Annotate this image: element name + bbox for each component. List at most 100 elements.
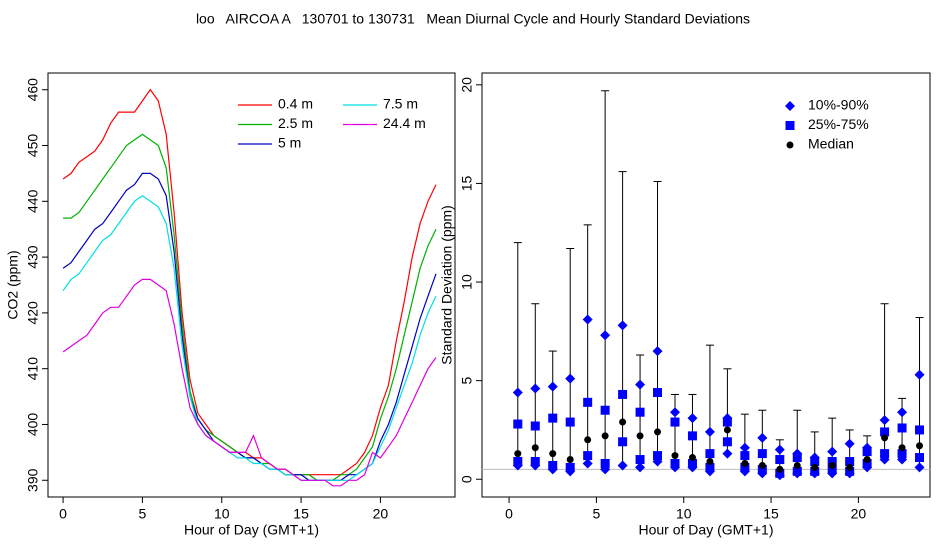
square-marker xyxy=(827,457,837,467)
square-marker xyxy=(880,449,890,459)
diamond-marker xyxy=(512,387,523,398)
square-marker xyxy=(618,389,628,399)
square-marker xyxy=(792,453,802,463)
square-marker xyxy=(862,447,872,457)
square-marker xyxy=(600,458,610,468)
diamond-marker xyxy=(879,415,890,426)
x-tick-label: 5 xyxy=(593,506,601,522)
x-tick-label: 15 xyxy=(763,506,779,522)
circle-marker xyxy=(654,428,662,436)
circle-marker xyxy=(636,432,644,440)
square-marker xyxy=(722,417,732,427)
square-marker xyxy=(513,419,523,429)
square-marker xyxy=(530,421,540,431)
y-tick-label: 420 xyxy=(25,301,41,325)
square-marker xyxy=(513,457,523,467)
square-marker xyxy=(775,468,785,478)
square-marker xyxy=(810,466,820,476)
circle-marker xyxy=(793,461,801,469)
circle-marker xyxy=(688,454,696,462)
circle-marker xyxy=(881,434,889,442)
y-tick-label: 5 xyxy=(459,377,475,385)
circle-marker xyxy=(601,432,609,440)
circle-marker xyxy=(916,442,924,450)
series-line xyxy=(62,194,437,481)
diamond-marker xyxy=(565,373,576,384)
circle-marker xyxy=(758,461,766,469)
diamond-marker xyxy=(617,320,628,331)
legend-label: 2.5 m xyxy=(278,115,313,131)
plot-box xyxy=(481,72,931,498)
diamond-marker xyxy=(722,448,733,459)
circle-marker xyxy=(706,458,714,466)
x-axis-label: Hour of Day (GMT+1) xyxy=(184,522,319,538)
circle-marker xyxy=(811,463,819,471)
y-tick-label: 20 xyxy=(459,77,475,93)
square-marker xyxy=(635,455,645,465)
circle-marker xyxy=(723,426,731,434)
square-marker xyxy=(722,437,732,447)
x-tick-label: 15 xyxy=(293,506,309,522)
diamond-marker xyxy=(669,407,680,418)
y-tick-label: 400 xyxy=(25,413,41,437)
circle-marker xyxy=(531,444,539,452)
diamond-marker xyxy=(582,458,593,469)
legend-marker xyxy=(785,101,795,111)
square-marker xyxy=(827,464,837,474)
legend-marker xyxy=(785,121,795,130)
x-tick-label: 0 xyxy=(505,506,513,522)
circle-marker xyxy=(566,456,574,464)
square-marker xyxy=(915,453,925,463)
circle-marker xyxy=(549,450,557,458)
square-marker xyxy=(880,427,890,437)
y-tick-label: 450 xyxy=(25,134,41,158)
legend-label: 25%-75% xyxy=(808,116,869,132)
square-marker xyxy=(757,464,767,474)
square-marker xyxy=(583,397,593,407)
circle-marker xyxy=(863,456,871,464)
square-marker xyxy=(757,449,767,459)
square-marker xyxy=(705,449,715,459)
diamond-marker xyxy=(582,314,593,325)
diamond-marker xyxy=(652,346,663,357)
y-axis-label: CO2 (ppm) xyxy=(5,250,21,319)
diamond-marker xyxy=(547,381,558,392)
square-marker xyxy=(635,407,645,417)
x-tick-label: 0 xyxy=(59,506,67,522)
circle-marker xyxy=(514,450,522,458)
y-tick-label: 15 xyxy=(459,175,475,191)
legend-label: 5 m xyxy=(278,135,301,151)
y-tick-label: 460 xyxy=(25,78,41,102)
square-marker xyxy=(565,417,575,427)
diamond-marker xyxy=(600,330,611,341)
square-marker xyxy=(687,431,697,441)
y-tick-label: 440 xyxy=(25,189,41,213)
square-marker xyxy=(530,457,540,467)
x-tick-label: 10 xyxy=(214,506,230,522)
diamond-marker xyxy=(914,462,925,473)
x-tick-label: 20 xyxy=(851,506,867,522)
x-tick-label: 10 xyxy=(676,506,692,522)
square-marker xyxy=(583,451,593,461)
square-marker xyxy=(740,451,750,461)
circle-marker xyxy=(828,461,836,469)
square-marker xyxy=(548,413,558,423)
diamond-marker xyxy=(827,446,838,457)
circle-marker xyxy=(776,465,784,473)
legend-label: Median xyxy=(808,136,854,152)
square-marker xyxy=(670,458,680,468)
square-marker xyxy=(792,466,802,476)
square-marker xyxy=(862,458,872,468)
circle-marker xyxy=(898,444,906,452)
diamond-marker xyxy=(757,432,768,443)
square-marker xyxy=(810,457,820,467)
legend-marker xyxy=(786,141,794,149)
x-axis-label: Hour of Day (GMT+1) xyxy=(639,522,774,538)
diamond-marker xyxy=(844,438,855,449)
circle-marker xyxy=(671,452,679,460)
legend-label: 0.4 m xyxy=(278,96,313,112)
diamond-marker xyxy=(635,379,646,390)
diamond-marker xyxy=(774,444,785,455)
square-marker xyxy=(687,458,697,468)
